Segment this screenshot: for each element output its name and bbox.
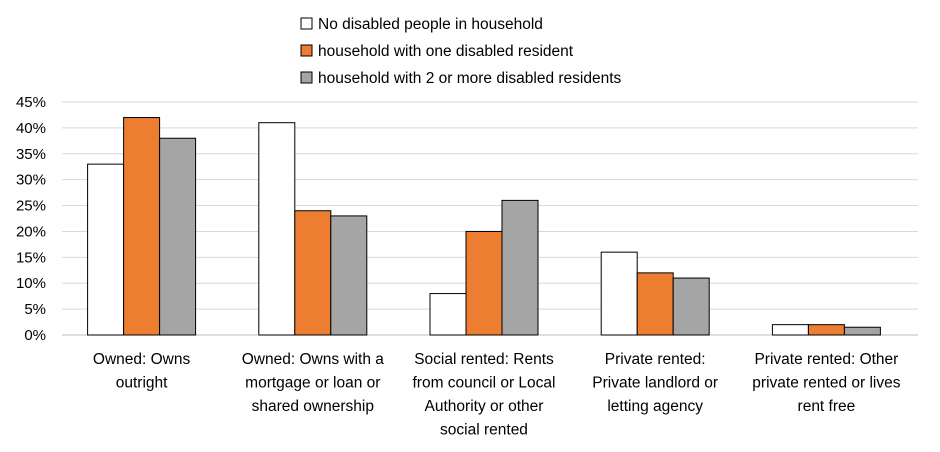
bar-two-plus-disabled — [672, 277, 710, 336]
y-tick-label: 35% — [16, 146, 46, 163]
bar-two-plus-disabled — [843, 326, 881, 336]
legend-label: household with 2 or more disabled reside… — [318, 70, 622, 87]
y-tick-label: 10% — [16, 275, 46, 292]
legend: No disabled people in household household… — [300, 16, 622, 87]
bar-two-plus-disabled — [330, 215, 368, 336]
bar-no-disabled — [771, 324, 809, 336]
bar-no-disabled — [258, 122, 296, 336]
x-category-label: Private rented: Other private rented or l… — [752, 351, 900, 415]
x-category-label: Private rented: Private landlord or lettin… — [592, 351, 718, 415]
y-tick-label: 40% — [16, 120, 46, 137]
bar-no-disabled — [600, 251, 638, 336]
bar-one-disabled — [636, 272, 674, 336]
bar-one-disabled — [465, 230, 503, 336]
legend-swatch — [300, 44, 313, 57]
y-tick-label: 30% — [16, 172, 46, 189]
y-tick-label: 45% — [16, 94, 46, 111]
y-tick-label: 0% — [24, 327, 46, 344]
legend-swatch — [300, 17, 313, 30]
bar-one-disabled — [807, 324, 845, 336]
bar-one-disabled — [294, 210, 332, 336]
bar-two-plus-disabled — [501, 199, 539, 336]
x-category-label: Social rented: Rents from council or Loca… — [412, 351, 555, 439]
y-tick-label: 20% — [16, 223, 46, 240]
bar-no-disabled — [429, 293, 467, 336]
bar-two-plus-disabled — [159, 137, 197, 336]
legend-label: household with one disabled resident — [318, 43, 574, 60]
bars — [87, 117, 881, 336]
bar-no-disabled — [87, 163, 125, 336]
legend-swatch — [300, 71, 313, 84]
y-tick-label: 5% — [24, 301, 46, 318]
x-axis-labels: Owned: Owns outright Owned: Owns with a mor… — [93, 351, 901, 439]
y-tick-label: 25% — [16, 198, 46, 215]
y-tick-label: 15% — [16, 249, 46, 266]
bar-one-disabled — [123, 117, 161, 336]
x-category-label: Owned: Owns outright — [93, 351, 191, 392]
x-category-label: Owned: Owns with a mortgage or loan or sha… — [242, 351, 385, 415]
legend-label: No disabled people in household — [318, 16, 543, 33]
y-axis-ticks: 0% 5% 10% 15% 20% 25% 30% 35% 40% 45% — [16, 94, 46, 344]
